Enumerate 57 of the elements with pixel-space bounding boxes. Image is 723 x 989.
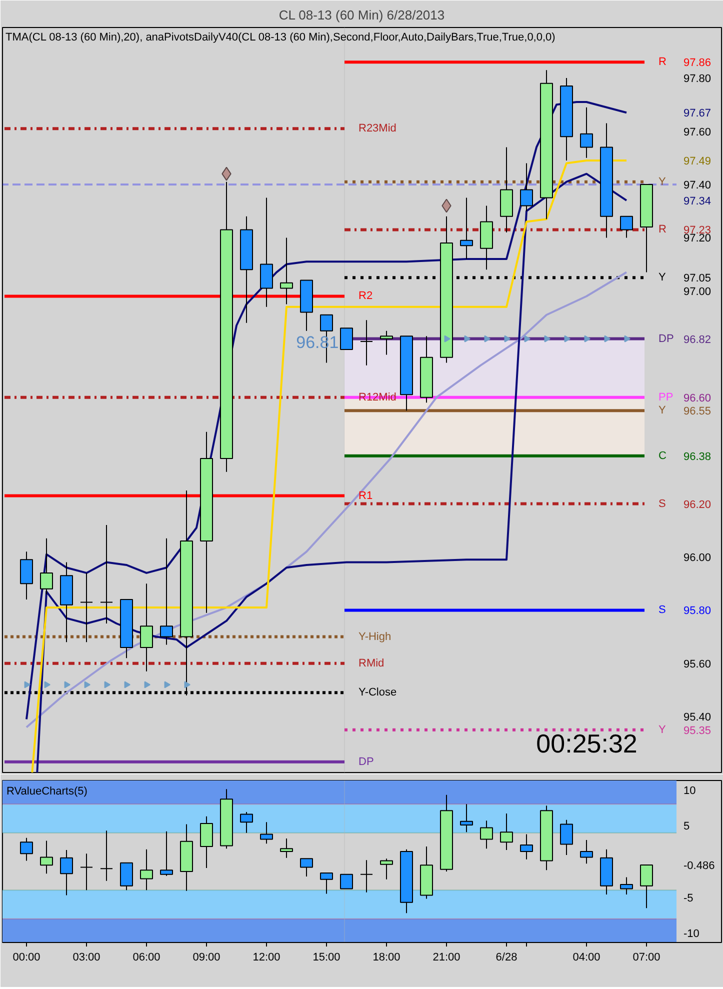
y-tick-label: 97.00 [684,286,712,298]
series-label: DP [658,332,674,345]
x-tick-label: 04:00 [572,952,600,964]
y-tick-label: 96.20 [684,498,712,511]
x-tick-label: 00:00 [12,952,40,964]
y-tick-label: 96.00 [684,552,712,564]
x-tick-label: 03:00 [72,952,100,964]
series-label: R1 [358,490,373,502]
series-label: DP [358,756,374,768]
y-tick-label: 97.05 [684,272,712,285]
annotation: 00:25:32 [536,728,638,758]
series-label: R23Mid [358,122,396,135]
y-tick-label: 96.55 [684,406,712,418]
chart-title: CL 08-13 (60 Min) 6/28/2013 [278,8,445,22]
series-label: Y-High [358,630,392,643]
x-tick-label: 07:00 [632,952,660,964]
y-tick-label: 97.60 [684,126,712,138]
y-tick-label: 97.86 [684,57,712,70]
x-tick-label: 21:00 [432,952,460,964]
series-label: PP [658,391,674,404]
y-tick-label: -10 [684,928,700,940]
y-tick-label: 96.82 [684,334,712,346]
series-label: Y [658,272,666,284]
y-tick-label: 10 [684,784,696,797]
series-label: C [658,450,666,462]
x-tick-label: 12:00 [252,952,280,964]
y-tick-label: 96.60 [684,392,712,404]
y-tick-label: 97.49 [684,156,712,168]
series-label: S [658,604,666,616]
y-tick-label: -0.486 [684,860,715,872]
series-label: RMid [358,657,384,670]
series-label: Y [658,404,666,417]
y-tick-label: 97.34 [684,195,712,208]
x-tick-label: 6/28 [496,952,518,964]
y-tick-label: 95.40 [684,712,712,724]
x-tick-label: 09:00 [192,952,220,964]
y-tick-label: 95.35 [684,724,712,737]
y-tick-label: 96.38 [684,450,712,463]
chart-title: RValueCharts(5) [6,786,88,798]
series-label: Y-Close [358,686,397,699]
x-tick-label: 06:00 [132,952,160,964]
series-label: Y [658,176,666,188]
x-tick-label: 18:00 [372,952,400,964]
series-label: Y [658,724,666,736]
series-label: R2 [358,290,373,302]
y-tick-label: 97.40 [684,179,712,192]
series-label: R [658,56,666,68]
chart-subtitle: TMA(CL 08-13 (60 Min),20), anaPivotsDailyV40(CL 08-13 (60 Min),Second,Floor,Auto,DailyBars,True,True,0,0,0) [6,32,556,44]
y-tick-label: 95.80 [684,605,712,618]
y-tick-label: 5 [684,820,690,833]
series-label: S [658,498,666,510]
x-tick-label: 15:00 [312,952,340,964]
series-label: R [658,224,666,236]
y-tick-label: 97.67 [684,108,712,120]
y-tick-label: -5 [684,892,694,904]
y-tick-label: 97.80 [684,73,712,86]
y-tick-label: 95.60 [684,658,712,670]
